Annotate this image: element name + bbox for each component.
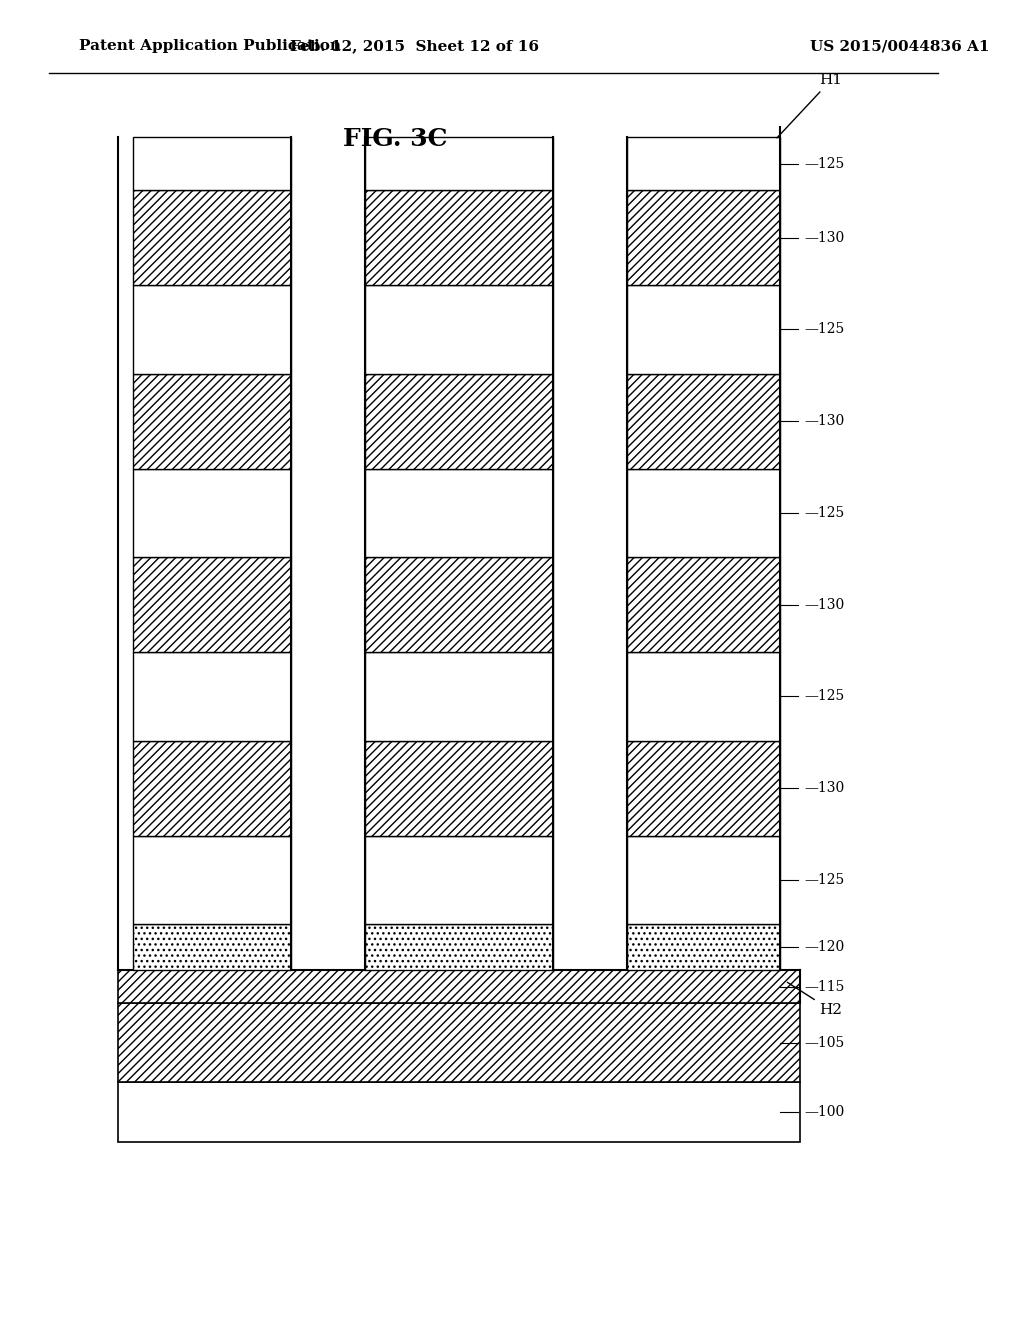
Text: Patent Application Publication: Patent Application Publication <box>79 40 341 53</box>
FancyBboxPatch shape <box>366 924 553 970</box>
FancyBboxPatch shape <box>627 557 780 652</box>
FancyBboxPatch shape <box>119 1082 800 1142</box>
Text: —130: —130 <box>805 414 845 428</box>
Text: —125: —125 <box>805 873 845 887</box>
FancyBboxPatch shape <box>627 137 780 190</box>
FancyBboxPatch shape <box>133 652 291 741</box>
FancyBboxPatch shape <box>366 137 553 190</box>
Text: —120: —120 <box>805 940 845 954</box>
Text: —100: —100 <box>805 1105 845 1119</box>
FancyBboxPatch shape <box>366 469 553 557</box>
FancyBboxPatch shape <box>627 924 780 970</box>
FancyBboxPatch shape <box>627 374 780 469</box>
FancyBboxPatch shape <box>119 1003 800 1082</box>
Text: —130: —130 <box>805 598 845 611</box>
FancyBboxPatch shape <box>366 190 553 285</box>
FancyBboxPatch shape <box>133 137 291 190</box>
FancyBboxPatch shape <box>366 285 553 374</box>
Text: —130: —130 <box>805 781 845 795</box>
Text: H1: H1 <box>777 73 843 137</box>
FancyBboxPatch shape <box>133 557 291 652</box>
Text: —125: —125 <box>805 322 845 337</box>
FancyBboxPatch shape <box>627 652 780 741</box>
FancyBboxPatch shape <box>133 924 291 970</box>
FancyBboxPatch shape <box>133 374 291 469</box>
FancyBboxPatch shape <box>366 741 553 836</box>
Text: —125: —125 <box>805 689 845 704</box>
FancyBboxPatch shape <box>366 836 553 924</box>
FancyBboxPatch shape <box>627 190 780 285</box>
Text: FIG. 3C: FIG. 3C <box>343 127 447 150</box>
FancyBboxPatch shape <box>133 836 291 924</box>
FancyBboxPatch shape <box>366 557 553 652</box>
Text: H2: H2 <box>787 982 843 1018</box>
FancyBboxPatch shape <box>133 741 291 836</box>
FancyBboxPatch shape <box>119 970 800 1003</box>
FancyBboxPatch shape <box>366 374 553 469</box>
FancyBboxPatch shape <box>627 469 780 557</box>
Text: —105: —105 <box>805 1036 845 1049</box>
Text: —125: —125 <box>805 506 845 520</box>
Text: —125: —125 <box>805 157 845 170</box>
FancyBboxPatch shape <box>366 652 553 741</box>
FancyBboxPatch shape <box>627 741 780 836</box>
FancyBboxPatch shape <box>627 836 780 924</box>
FancyBboxPatch shape <box>627 285 780 374</box>
Text: —115: —115 <box>805 979 845 994</box>
Text: US 2015/0044836 A1: US 2015/0044836 A1 <box>810 40 989 53</box>
FancyBboxPatch shape <box>133 285 291 374</box>
FancyBboxPatch shape <box>133 190 291 285</box>
Text: Feb. 12, 2015  Sheet 12 of 16: Feb. 12, 2015 Sheet 12 of 16 <box>290 40 540 53</box>
Text: —130: —130 <box>805 231 845 244</box>
FancyBboxPatch shape <box>133 469 291 557</box>
